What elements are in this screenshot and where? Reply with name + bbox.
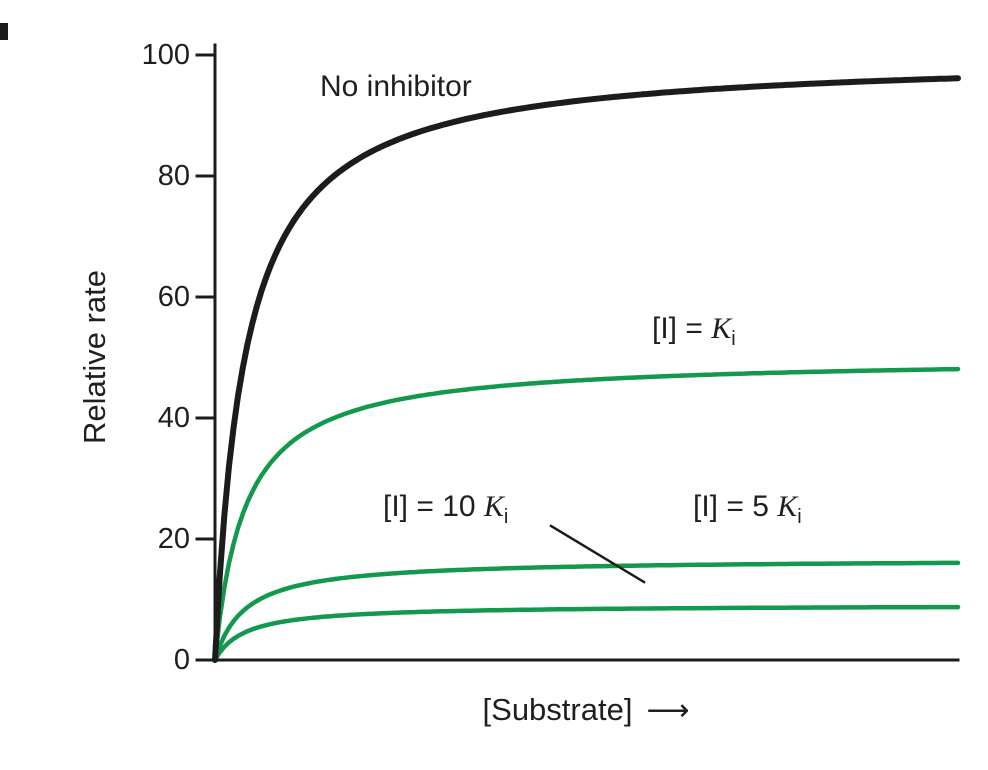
y-tick-label: 80	[157, 160, 190, 192]
label-10ki-prefix: [I] = 10	[383, 490, 484, 523]
x-axis-label: [Substrate] ⟶	[483, 692, 690, 728]
label-i-equals-10ki: [I] = 10 Ki	[383, 490, 508, 527]
y-axis-label: Relative rate	[77, 269, 112, 445]
label-i-equals-5ki: [I] = 5 Ki	[693, 490, 802, 527]
y-tick-label: 40	[157, 402, 190, 434]
curve-no-inhibitor	[212, 75, 961, 663]
label-10ki-symbol: K	[483, 490, 504, 523]
label-10ki-subscript: i	[503, 506, 509, 528]
label-5ki-subscript: i	[797, 506, 802, 528]
y-tick-label: 20	[157, 523, 190, 555]
leader-line-10ki	[549, 524, 646, 584]
curve-i-equals-5ki	[212, 560, 961, 663]
label-ki-symbol: K	[711, 312, 732, 345]
label-ki-subscript: i	[731, 328, 736, 350]
label-5ki-prefix: [I] = 5	[693, 490, 778, 523]
x-axis-label-text: [Substrate]	[482, 692, 633, 727]
label-no-inhibitor: No inhibitor	[320, 70, 472, 103]
y-tick-label: 0	[173, 644, 190, 676]
curve-i-equals-ki	[212, 366, 961, 663]
label-5ki-symbol: K	[777, 490, 798, 523]
right-arrow-icon: ⟶	[646, 693, 690, 728]
curve-i-equals-10ki	[212, 604, 961, 663]
label-i-equals-ki: [I] = Ki	[652, 312, 736, 349]
y-tick-label: 60	[157, 281, 190, 313]
y-tick-label: 100	[141, 39, 190, 71]
label-ki-prefix: [I] =	[652, 312, 712, 345]
corner-artifact-mark	[0, 23, 8, 40]
